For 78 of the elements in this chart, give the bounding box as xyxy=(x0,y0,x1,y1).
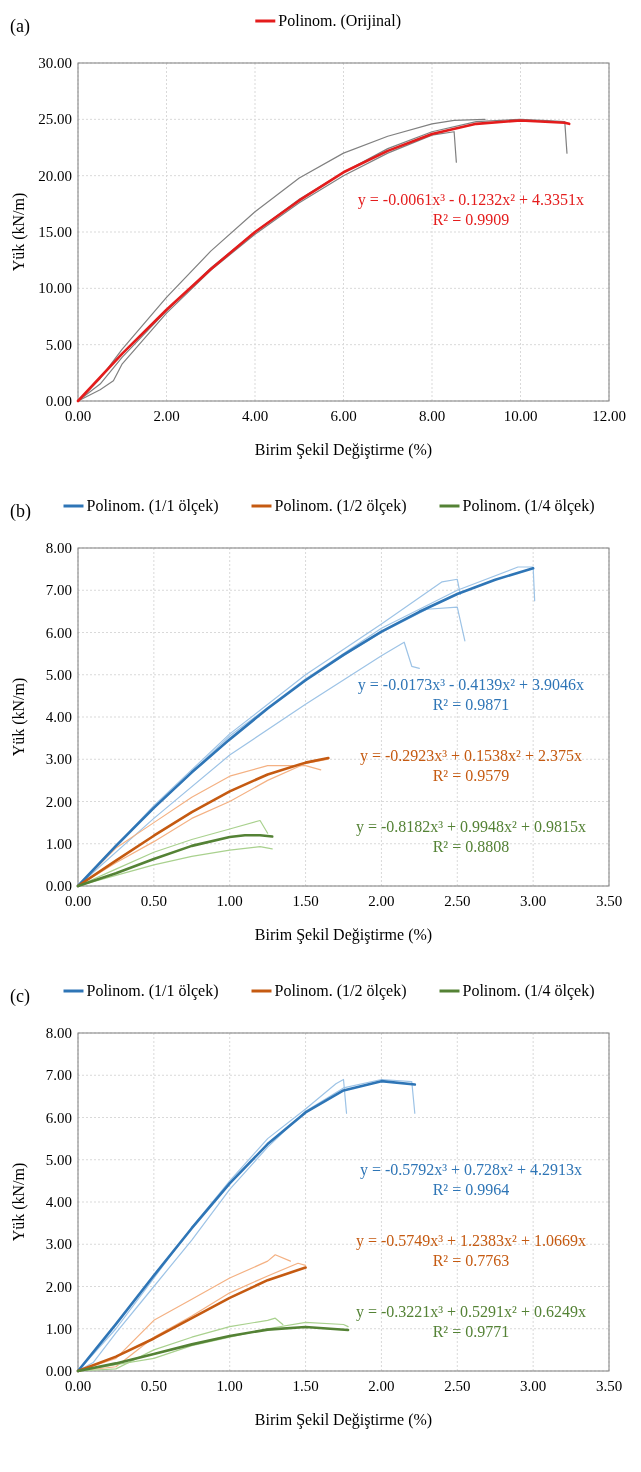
y-tick-label: 3.00 xyxy=(45,1236,72,1253)
x-tick-label: 2.00 xyxy=(368,893,395,909)
chart-title: (a) xyxy=(10,16,30,37)
x-axis-title: Birim Şekil Değiştirme (%) xyxy=(254,1411,433,1429)
x-tick-label: 0.00 xyxy=(64,893,92,909)
x-tick-label: 1.50 xyxy=(292,1378,319,1394)
y-tick-label: 4.00 xyxy=(45,1194,72,1210)
annotation: y = -0.0173x³ - 0.4139x² + 3.9046x xyxy=(357,675,585,694)
x-tick-label: 10.00 xyxy=(503,408,538,424)
y-tick-label: 1.00 xyxy=(45,835,72,852)
x-tick-label: 2.50 xyxy=(444,893,471,909)
y-tick-label: 25.00 xyxy=(38,111,72,128)
y-tick-label: 5.00 xyxy=(45,336,72,353)
annotation: R² = 0.9579 xyxy=(432,766,510,784)
annotation: R² = 0.8808 xyxy=(432,837,510,855)
legend-label: Polinom. (1/4 ölçek) xyxy=(462,497,595,515)
annotation: y = -0.3221x³ + 0.5291x² + 0.6249x xyxy=(355,1302,586,1321)
y-tick-label: 4.00 xyxy=(45,709,72,725)
annotation: R² = 0.7763 xyxy=(432,1251,510,1269)
y-tick-label: 10.00 xyxy=(38,280,72,297)
y-tick-label: 8.00 xyxy=(45,540,72,556)
x-tick-label: 3.50 xyxy=(595,893,623,909)
y-tick-label: 1.00 xyxy=(45,1320,72,1337)
legend-label: Polinom. (1/4 ölçek) xyxy=(462,982,595,1000)
x-tick-label: 2.00 xyxy=(153,408,180,424)
x-axis-title: Birim Şekil Değiştirme (%) xyxy=(254,441,433,459)
legend-label: Polinom. (1/1 ölçek) xyxy=(86,982,219,1000)
annotation: R² = 0.9771 xyxy=(432,1322,510,1340)
annotation: y = -0.5749x³ + 1.2383x² + 1.0669x xyxy=(355,1231,586,1250)
y-tick-label: 2.00 xyxy=(45,793,72,810)
x-tick-label: 3.00 xyxy=(520,1378,547,1394)
y-tick-label: 6.00 xyxy=(45,1109,72,1126)
y-tick-label: 20.00 xyxy=(38,167,72,184)
chart-title: (c) xyxy=(10,986,30,1007)
annotation: R² = 0.9909 xyxy=(432,210,510,228)
y-tick-label: 7.00 xyxy=(45,582,72,599)
x-tick-label: 6.00 xyxy=(330,408,357,424)
legend-label: Polinom. (1/2 ölçek) xyxy=(274,982,407,1000)
y-tick-label: 6.00 xyxy=(45,624,72,641)
annotation: y = -0.8182x³ + 0.9948x² + 0.9815x xyxy=(355,817,586,836)
annotation: y = -0.2923x³ + 0.1538x² + 2.375x xyxy=(359,746,582,765)
x-tick-label: 8.00 xyxy=(418,408,446,424)
x-tick-label: 1.50 xyxy=(292,893,319,909)
x-tick-label: 1.00 xyxy=(216,893,243,909)
y-axis-title: Yük (kN/m) xyxy=(10,192,28,272)
annotation: y = -0.0061x³ - 0.1232x² + 4.3351x xyxy=(357,190,585,209)
x-tick-label: 0.50 xyxy=(140,1378,167,1394)
y-tick-label: 8.00 xyxy=(45,1025,72,1041)
x-axis-title: Birim Şekil Değiştirme (%) xyxy=(254,926,433,944)
y-tick-label: 2.00 xyxy=(45,1278,72,1295)
y-tick-label: 0.00 xyxy=(45,878,72,894)
x-tick-label: 2.00 xyxy=(368,1378,395,1394)
y-tick-label: 7.00 xyxy=(45,1067,72,1084)
x-tick-label: 0.00 xyxy=(64,1378,92,1394)
legend-label: Polinom. (1/1 ölçek) xyxy=(86,497,219,515)
y-tick-label: 3.00 xyxy=(45,751,72,768)
legend-label: Polinom. (1/2 ölçek) xyxy=(274,497,407,515)
x-tick-label: 0.50 xyxy=(140,893,167,909)
x-tick-label: 3.50 xyxy=(595,1378,623,1394)
annotation: R² = 0.9871 xyxy=(432,695,510,713)
chart-title: (b) xyxy=(10,501,31,522)
x-tick-label: 0.00 xyxy=(64,408,92,424)
y-tick-label: 5.00 xyxy=(45,1151,72,1168)
x-tick-label: 1.00 xyxy=(216,1378,243,1394)
legend-label: Polinom. (Orijinal) xyxy=(278,12,401,30)
x-tick-label: 12.00 xyxy=(592,408,626,424)
x-tick-label: 4.00 xyxy=(241,408,269,424)
y-tick-label: 30.00 xyxy=(38,55,72,71)
y-tick-label: 0.00 xyxy=(45,1363,72,1379)
y-axis-title: Yük (kN/m) xyxy=(10,1162,28,1242)
y-tick-label: 5.00 xyxy=(45,666,72,683)
annotation: y = -0.5792x³ + 0.728x² + 4.2913x xyxy=(359,1160,582,1179)
y-tick-label: 15.00 xyxy=(38,224,72,240)
annotation: R² = 0.9964 xyxy=(432,1180,510,1198)
y-axis-title: Yük (kN/m) xyxy=(10,677,28,757)
x-tick-label: 2.50 xyxy=(444,1378,471,1394)
x-tick-label: 3.00 xyxy=(520,893,547,909)
y-tick-label: 0.00 xyxy=(45,393,72,409)
